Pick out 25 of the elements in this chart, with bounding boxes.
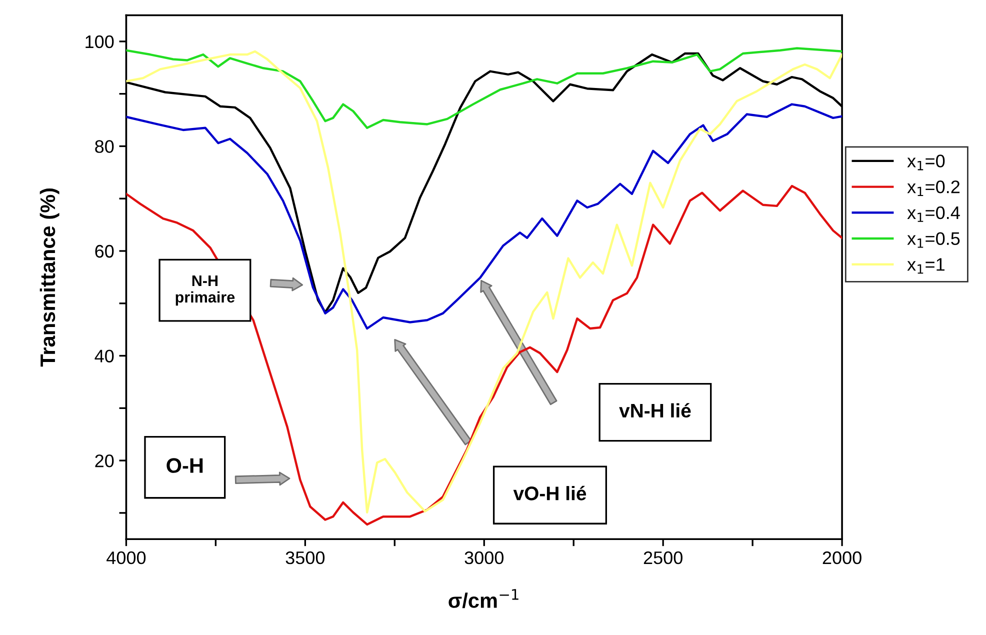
y-axis-title: Transmittance (%) [40,188,60,367]
y-tick-label: 100 [86,35,114,48]
line-series [126,103,842,330]
line-series [126,47,842,129]
legend-label: x$_{1}$=0.4 [907,206,960,222]
x-axis-title: σ/cm$^{−1}$ [448,589,518,608]
annotation: vN-H lié [619,403,691,418]
legend-label: x$_{1}$=0.2 [907,180,960,196]
y-tick-label: 80 [95,140,114,153]
line-series [126,50,842,514]
y-tick-label: 20 [95,454,114,468]
x-tick-label: 2000 [822,551,862,564]
legend-label: x$_{1}$=0.5 [907,232,960,248]
x-tick-label: 3000 [464,551,504,564]
line-series [126,184,842,526]
annotation: vO-H lié [513,486,586,500]
annotation: O-H [166,458,203,473]
x-tick-label: 3500 [286,551,325,564]
legend-label: x$_{1}$=1 [907,258,944,274]
y-tick-label: 40 [94,350,114,362]
x-tick-label: 2500 [644,551,682,564]
legend-label: x$_{1}$=0 [907,154,945,170]
annotation: N-H primaire [176,275,235,306]
x-tick-label: 4000 [106,551,146,564]
y-tick-label: 60 [95,244,114,258]
